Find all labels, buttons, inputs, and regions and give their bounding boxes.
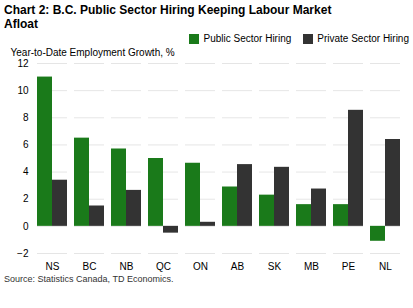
svg-text:QC: QC bbox=[156, 261, 171, 272]
svg-text:AB: AB bbox=[231, 261, 245, 272]
svg-text:0: 0 bbox=[23, 221, 29, 232]
svg-text:4: 4 bbox=[23, 166, 29, 177]
svg-text:8: 8 bbox=[23, 112, 29, 123]
svg-text:ON: ON bbox=[193, 261, 208, 272]
html-text:Source: Statistics Canada, TD: Source: Statistics Canada, TD Economics. bbox=[4, 274, 174, 284]
svg-text:6: 6 bbox=[23, 139, 29, 150]
svg-text:NB: NB bbox=[120, 261, 134, 272]
html-text:Public Sector Hiring: Public Sector Hiring bbox=[203, 33, 292, 44]
html-text:Private Sector Hiring: Private Sector Hiring bbox=[317, 33, 409, 44]
svg-text:PE: PE bbox=[342, 261, 356, 272]
svg-text:NL: NL bbox=[379, 261, 392, 272]
svg-text:NS: NS bbox=[46, 261, 60, 272]
svg-text:Year-to-Date Employment Growth: Year-to-Date Employment Growth, % bbox=[11, 47, 175, 58]
svg-text:12: 12 bbox=[17, 58, 29, 69]
svg-text:BC: BC bbox=[83, 261, 97, 272]
svg-text:MB: MB bbox=[304, 261, 319, 272]
svg-text:SK: SK bbox=[268, 261, 282, 272]
svg-text:2: 2 bbox=[23, 193, 29, 204]
svg-text:−2: −2 bbox=[17, 248, 29, 259]
html-text:Chart 2: B.C. Public Sector Hi: Chart 2: B.C. Public Sector Hiring Keepi… bbox=[4, 3, 332, 31]
svg-text:10: 10 bbox=[17, 85, 29, 96]
